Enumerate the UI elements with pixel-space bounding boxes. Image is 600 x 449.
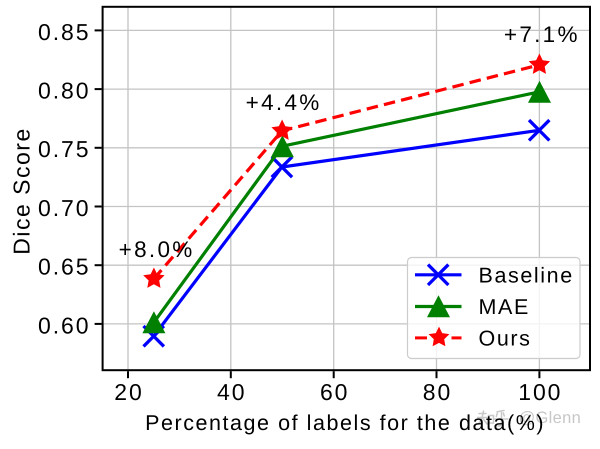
svg-text:0.75: 0.75 bbox=[38, 136, 90, 162]
svg-text:MAE: MAE bbox=[479, 295, 530, 319]
svg-text:Dice Score: Dice Score bbox=[9, 127, 35, 254]
svg-text:Ours: Ours bbox=[479, 326, 532, 350]
svg-text:@Glenn: @Glenn bbox=[519, 409, 582, 427]
svg-text:20: 20 bbox=[114, 379, 143, 405]
svg-text:+7.1%: +7.1% bbox=[504, 22, 580, 47]
svg-text:0.60: 0.60 bbox=[38, 312, 90, 338]
svg-text:0.80: 0.80 bbox=[38, 78, 90, 104]
svg-text:0.70: 0.70 bbox=[38, 195, 90, 221]
svg-text:+4.4%: +4.4% bbox=[246, 90, 322, 115]
svg-text:+8.0%: +8.0% bbox=[119, 237, 195, 262]
svg-text:Percentage of labels for the d: Percentage of labels for the data(%) bbox=[145, 411, 545, 435]
svg-text:80: 80 bbox=[423, 379, 452, 405]
svg-text:40: 40 bbox=[217, 379, 246, 405]
svg-text:60: 60 bbox=[320, 379, 349, 405]
svg-text:100: 100 bbox=[518, 379, 562, 405]
svg-text:0.85: 0.85 bbox=[38, 19, 90, 45]
svg-text:Baseline: Baseline bbox=[479, 263, 574, 287]
svg-text:0.65: 0.65 bbox=[38, 254, 90, 280]
